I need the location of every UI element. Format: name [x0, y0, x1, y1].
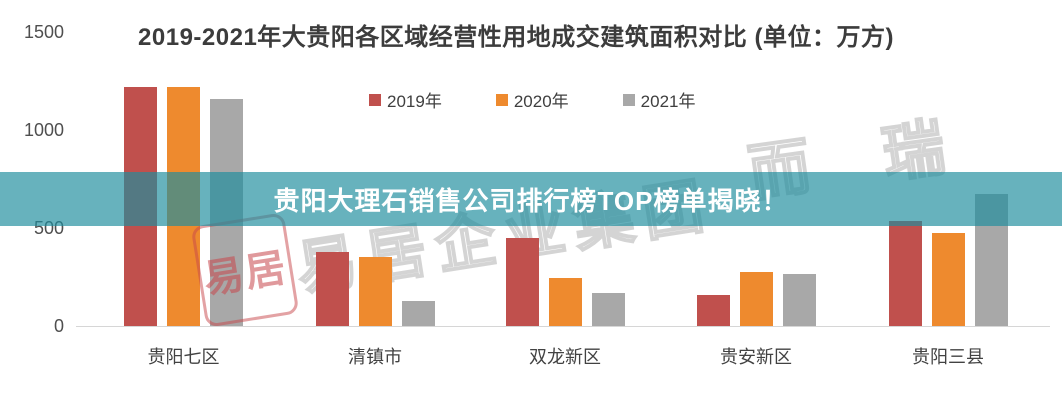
- x-axis-label-贵阳七区: 贵阳七区: [147, 347, 220, 367]
- x-axis-label-清镇市: 清镇市: [348, 347, 402, 367]
- bar-2020年-双龙新区: [548, 278, 582, 326]
- x-axis-label-双龙新区: 双龙新区: [529, 347, 601, 367]
- bar-2019年-双龙新区: [505, 238, 539, 326]
- bar-2019年-贵阳三县: [888, 221, 922, 326]
- bar-2020年-贵安新区: [739, 272, 773, 326]
- watermark-red-stamp: 易居: [190, 212, 300, 328]
- bar-2019年-贵安新区: [696, 295, 730, 326]
- x-axis-line: [76, 326, 1050, 327]
- y-axis-tick-0: 0: [53, 316, 64, 336]
- bar-2021年-贵安新区: [782, 274, 816, 326]
- legend-item-2021年: 2021年: [622, 87, 696, 112]
- legend-swatch-icon: [495, 93, 508, 106]
- legend-swatch-icon: [622, 93, 635, 106]
- y-axis-tick-1000: 1000: [23, 120, 64, 140]
- y-axis-tick-1500: 1500: [23, 22, 64, 42]
- bar-2021年-清镇市: [401, 301, 435, 326]
- headline-banner-text: 贵阳大理石销售公司排行榜TOP榜单揭晓！: [273, 185, 789, 216]
- legend-item-2019年: 2019年: [369, 87, 442, 112]
- legend: 2019年 2020年 2021年: [369, 87, 695, 112]
- bar-2020年-清镇市: [358, 257, 392, 326]
- x-axis-label-贵阳三县: 贵阳三县: [912, 347, 984, 367]
- watermark-stamp-label: 易居: [200, 245, 291, 303]
- bar-2021年-双龙新区: [591, 293, 625, 326]
- legend-label: 2021年: [640, 92, 696, 111]
- legend-label: 2020年: [513, 92, 569, 111]
- legend-swatch-icon: [369, 93, 381, 106]
- headline-banner: 贵阳大理石销售公司排行榜TOP榜单揭晓！: [0, 172, 1062, 226]
- legend-label: 2019年: [387, 92, 442, 111]
- chart-title: 2019-2021年大贵阳各区域经营性用地成交建筑面积对比 (单位：万方): [138, 24, 894, 51]
- legend-item-2020年: 2020年: [495, 87, 569, 112]
- bar-2020年-贵阳三县: [931, 233, 965, 326]
- bar-2019年-清镇市: [315, 252, 349, 326]
- x-axis-label-贵安新区: 贵安新区: [720, 347, 792, 367]
